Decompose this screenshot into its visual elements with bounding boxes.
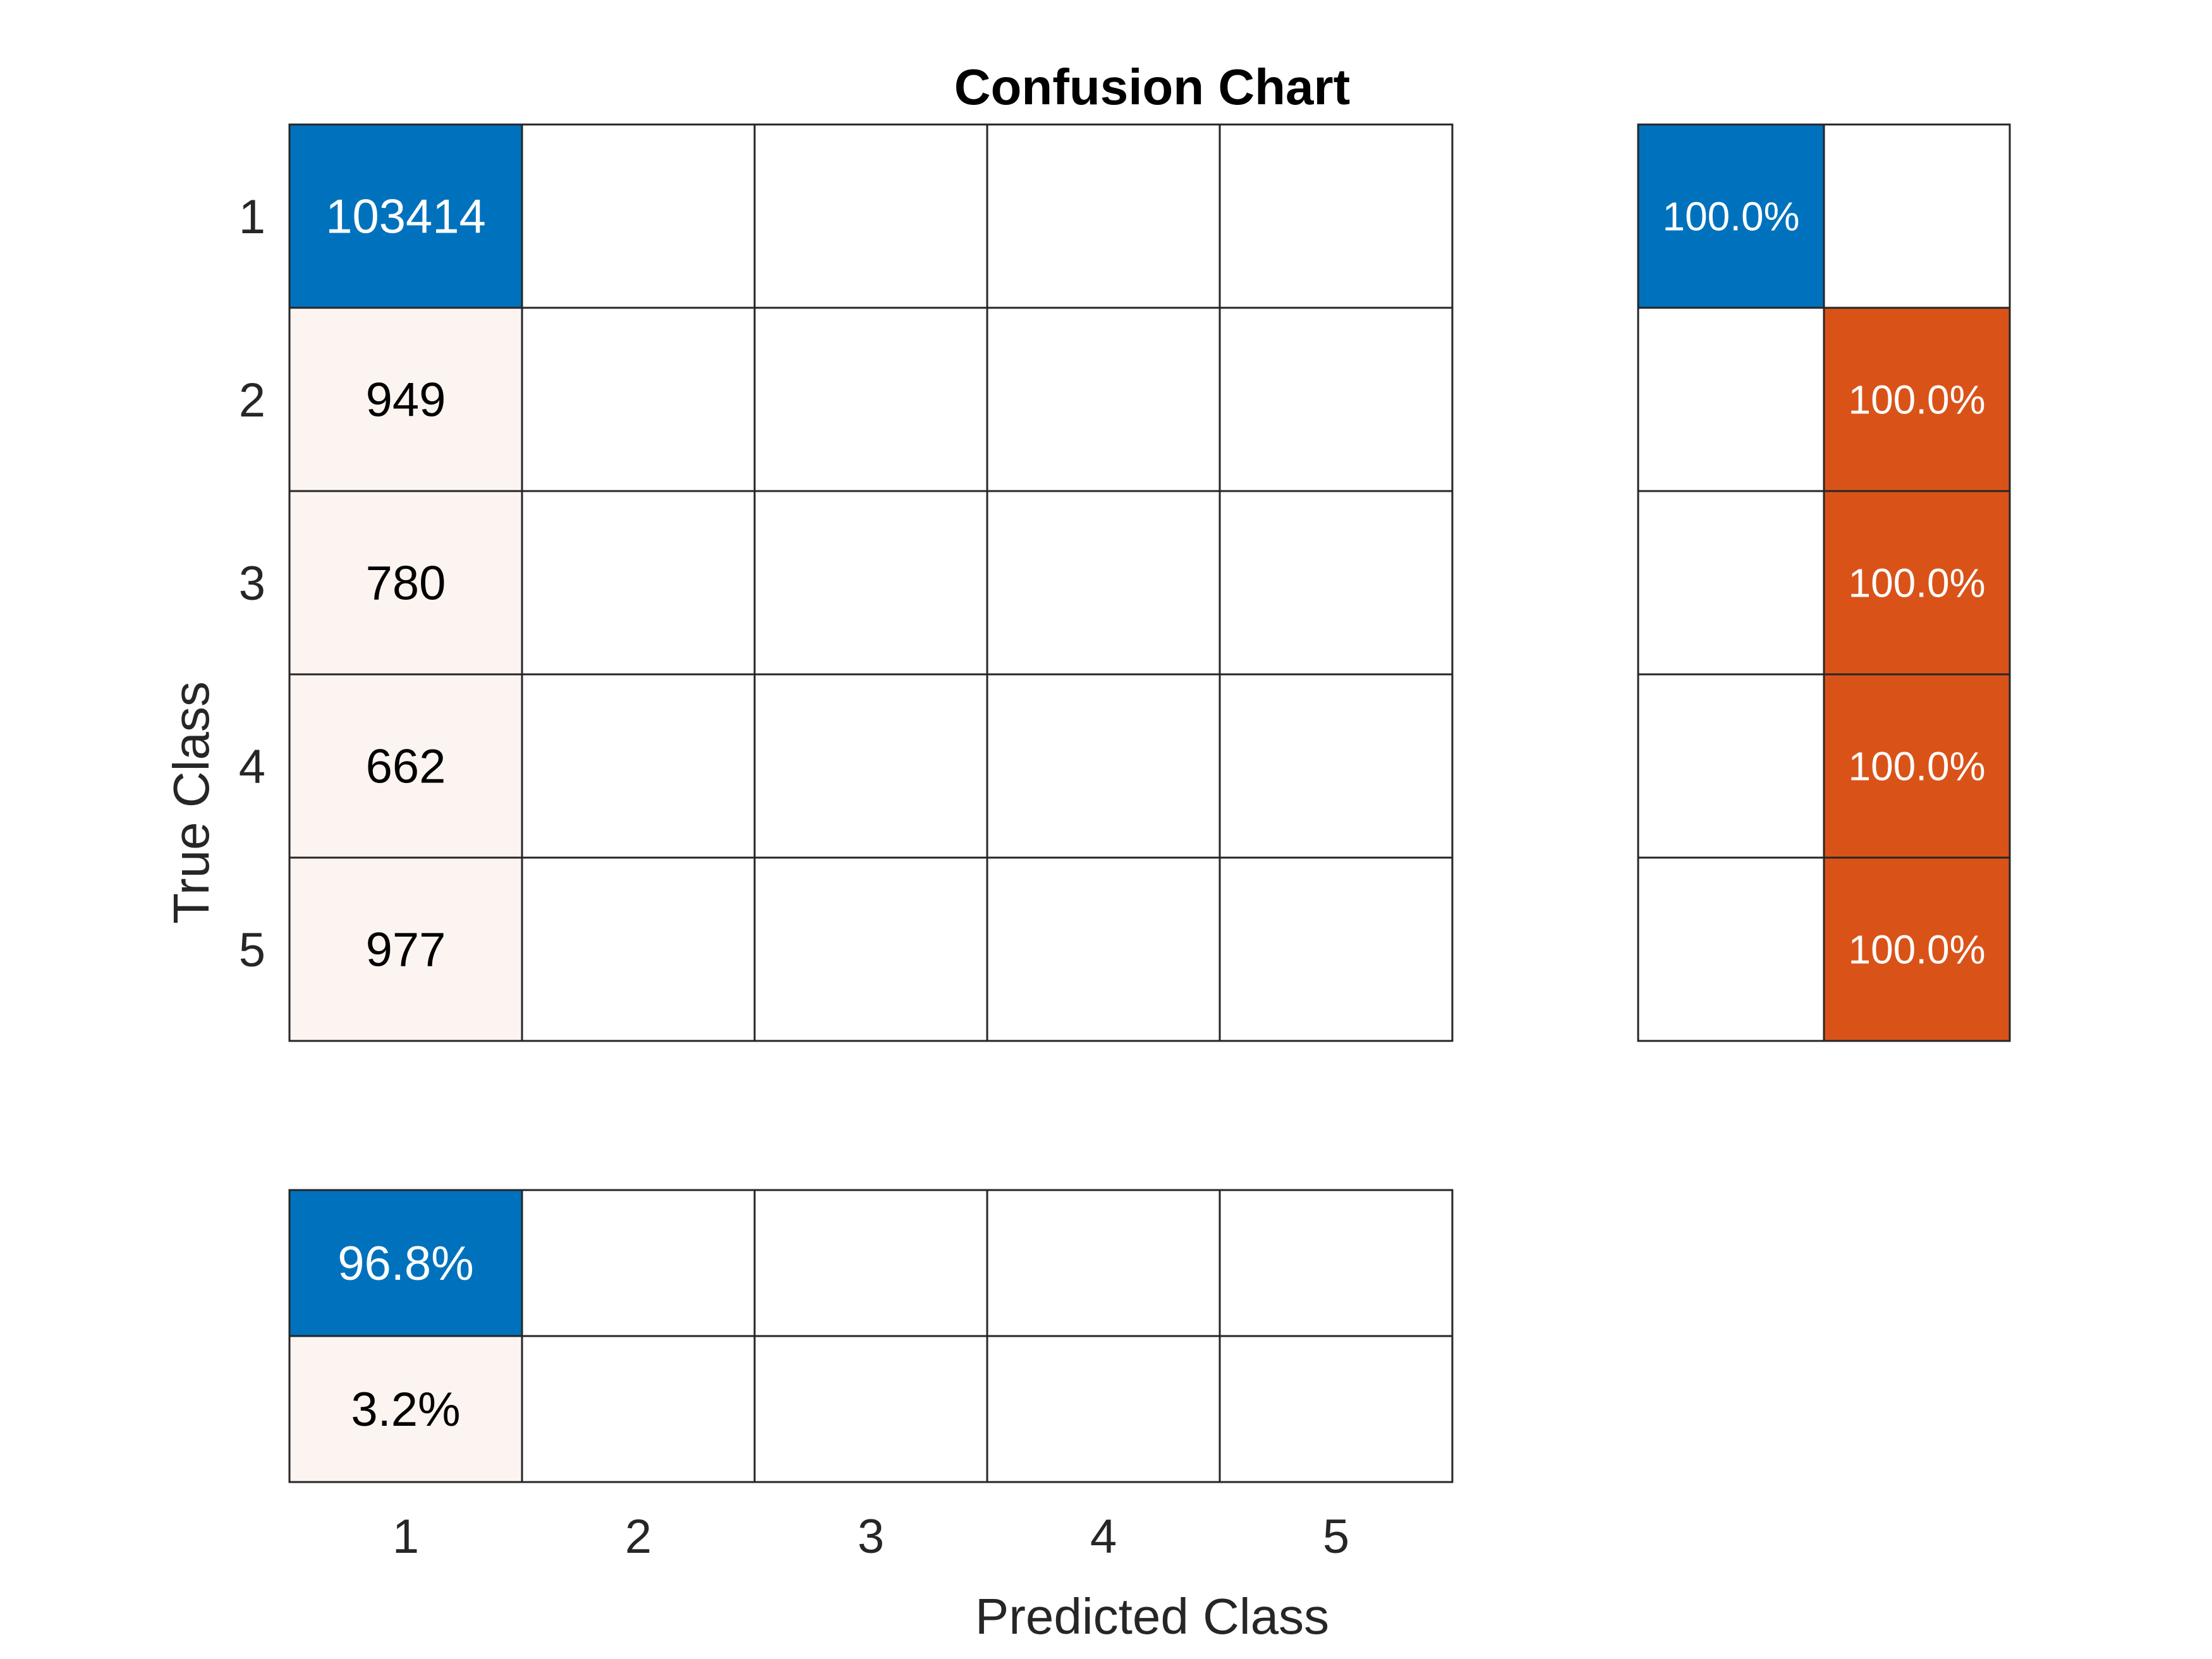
row-summary-incorrect-2-label: 100.0% — [1848, 377, 1985, 422]
y-tick-label-4: 4 — [239, 740, 265, 794]
matrix-cell-1-1 — [288, 123, 523, 309]
x-tick-label-4: 4 — [1090, 1510, 1117, 1564]
col-summary-incorrect-2 — [521, 1335, 756, 1483]
row-summary-correct-3 — [1637, 490, 1825, 676]
y-tick-label-3: 3 — [239, 557, 265, 611]
row-summary-correct-5 — [1637, 856, 1825, 1042]
y-tick-label-5: 5 — [239, 923, 265, 977]
x-tick-labels: 1 2 3 4 5 — [392, 1510, 1349, 1564]
matrix-cell-3-3 — [753, 490, 988, 676]
matrix-cell-4-2 — [521, 673, 756, 859]
matrix-cell-2-2 — [521, 307, 756, 492]
row-summary-incorrect-5-label: 100.0% — [1848, 927, 1985, 972]
matrix-cell-2-1 — [288, 307, 523, 492]
row-summary-correct-1-label: 100.0% — [1662, 193, 1799, 239]
matrix-cell-1-2 — [521, 123, 756, 309]
confusion-matrix: 103414 949 780 662 977 — [288, 123, 1454, 1042]
col-summary-incorrect-1 — [288, 1335, 523, 1483]
row-summary-correct-2 — [1637, 307, 1825, 492]
col-summary-correct-5 — [1218, 1189, 1454, 1337]
col-summary-incorrect-1-label: 3.2% — [351, 1383, 460, 1437]
row-summary-panel: 100.0% 100.0% 100.0% 100.0% 100.0% — [1637, 123, 2011, 1042]
col-summary-correct-3 — [753, 1189, 988, 1337]
row-summary-correct-4 — [1637, 673, 1825, 859]
matrix-cell-5-4 — [986, 856, 1221, 1042]
row-summary-incorrect-5 — [1823, 856, 2011, 1042]
y-tick-label-1: 1 — [239, 190, 265, 244]
col-summary-correct-2 — [521, 1189, 756, 1337]
row-summary-incorrect-4-label: 100.0% — [1848, 743, 1985, 789]
matrix-cell-3-1 — [288, 490, 523, 676]
matrix-cell-4-1-label: 662 — [366, 740, 446, 794]
row-summary-incorrect-1 — [1823, 123, 2011, 309]
matrix-cell-4-1 — [288, 673, 523, 859]
col-summary-correct-4 — [986, 1189, 1221, 1337]
matrix-cell-2-1-label: 949 — [366, 374, 446, 427]
matrix-cell-2-4 — [986, 307, 1221, 492]
x-tick-label-3: 3 — [858, 1510, 884, 1564]
matrix-cell-5-2 — [521, 856, 756, 1042]
col-summary-incorrect-4 — [986, 1335, 1221, 1483]
matrix-cell-5-1-label: 977 — [366, 923, 446, 977]
y-tick-labels: 1 2 3 4 5 — [239, 190, 265, 977]
matrix-cell-5-5 — [1218, 856, 1454, 1042]
y-axis-label: True Class — [163, 681, 219, 924]
matrix-cell-4-5 — [1218, 673, 1454, 859]
matrix-cell-3-4 — [986, 490, 1221, 676]
x-tick-label-5: 5 — [1323, 1510, 1349, 1564]
row-summary-incorrect-3-label: 100.0% — [1848, 560, 1985, 605]
matrix-cell-5-1 — [288, 856, 523, 1042]
matrix-cell-2-3 — [753, 307, 988, 492]
matrix-cell-5-3 — [753, 856, 988, 1042]
matrix-cell-1-3 — [753, 123, 988, 309]
row-summary-correct-1 — [1637, 123, 1825, 309]
column-summary-panel: 96.8% 3.2% — [288, 1189, 1454, 1483]
x-tick-label-1: 1 — [392, 1510, 419, 1564]
matrix-cell-4-4 — [986, 673, 1221, 859]
x-tick-label-2: 2 — [625, 1510, 652, 1564]
matrix-cell-1-5 — [1218, 123, 1454, 309]
matrix-cell-3-1-label: 780 — [366, 557, 446, 611]
matrix-cell-2-5 — [1218, 307, 1454, 492]
col-summary-incorrect-3 — [753, 1335, 988, 1483]
matrix-cell-1-4 — [986, 123, 1221, 309]
matrix-cell-4-3 — [753, 673, 988, 859]
matrix-cell-1-1-label: 103414 — [325, 190, 486, 244]
col-summary-correct-1-label: 96.8% — [337, 1237, 474, 1291]
y-tick-label-2: 2 — [239, 374, 265, 427]
x-axis-label: Predicted Class — [975, 1588, 1329, 1644]
row-summary-incorrect-3 — [1823, 490, 2011, 676]
col-summary-incorrect-5 — [1218, 1335, 1454, 1483]
matrix-cell-3-2 — [521, 490, 756, 676]
chart-title: Confusion Chart — [954, 59, 1351, 115]
matrix-cell-3-5 — [1218, 490, 1454, 676]
